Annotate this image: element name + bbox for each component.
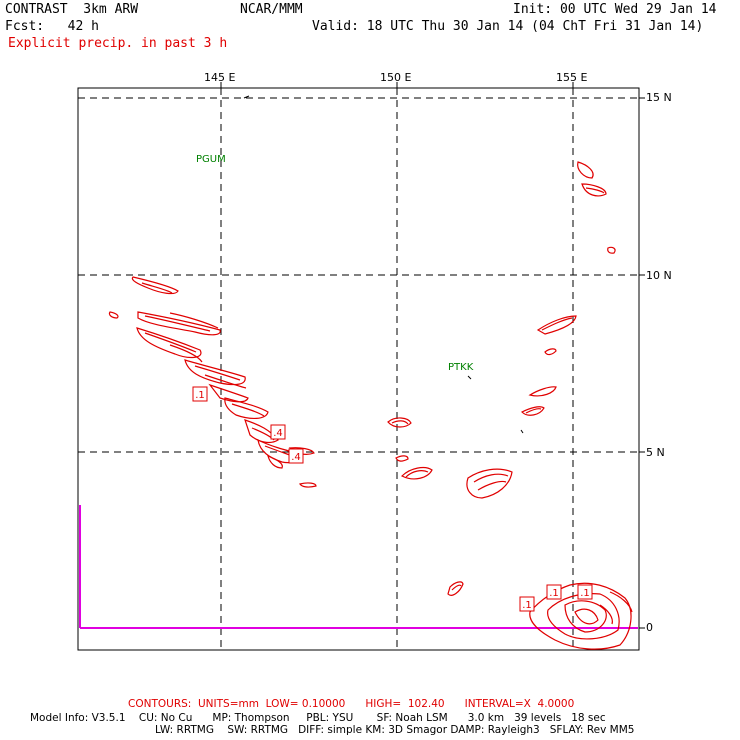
contour-label: .4 <box>291 452 301 463</box>
contour-label: .1 <box>549 588 559 599</box>
station-label-ptkk: PTKK <box>448 362 474 373</box>
contour-label: .1 <box>195 390 205 401</box>
contour-label: .1 <box>580 588 590 599</box>
model-info-line1: Model Info: V3.5.1 CU: No Cu MP: Thompso… <box>30 712 606 724</box>
model-title: CONTRAST 3km ARW <box>5 2 139 17</box>
lat-label-5n: 5 N <box>646 446 665 459</box>
lon-label-145: 145 E <box>204 71 236 84</box>
contour-label: .4 <box>273 428 283 439</box>
contour-label-boxes <box>192 386 593 612</box>
lat-label-0: 0 <box>646 621 653 634</box>
forecast-hour: Fcst: 42 h <box>5 19 99 34</box>
lat-label-15n: 15 N <box>646 91 672 104</box>
init-time: Init: 00 UTC Wed 29 Jan 14 <box>513 2 717 17</box>
model-info-line2: LW: RRTMG SW: RRTMG DIFF: simple KM: 3D … <box>155 724 635 736</box>
frame-ticks <box>220 82 645 629</box>
lon-label-150: 150 E <box>380 71 412 84</box>
station-label-pgum: PGUM <box>196 154 226 165</box>
lon-label-155: 155 E <box>556 71 588 84</box>
station-markers <box>243 95 524 434</box>
field-title: Explicit precip. in past 3 h <box>8 36 228 51</box>
valid-time: Valid: 18 UTC Thu 30 Jan 14 (04 ChT Fri … <box>312 19 704 34</box>
contour-info: CONTOURS: UNITS=mm LOW= 0.10000 HIGH= 10… <box>128 698 575 710</box>
center-title: NCAR/MMM <box>240 2 303 17</box>
contour-label: .1 <box>522 600 532 611</box>
precip-bar <box>79 505 638 629</box>
contour-label-texts: .1 .4 .4 .1 .1 .1 <box>195 390 590 611</box>
map-frame <box>77 87 640 651</box>
graticule <box>78 88 639 650</box>
precip-contours <box>108 161 633 650</box>
lat-label-10n: 10 N <box>646 269 672 282</box>
